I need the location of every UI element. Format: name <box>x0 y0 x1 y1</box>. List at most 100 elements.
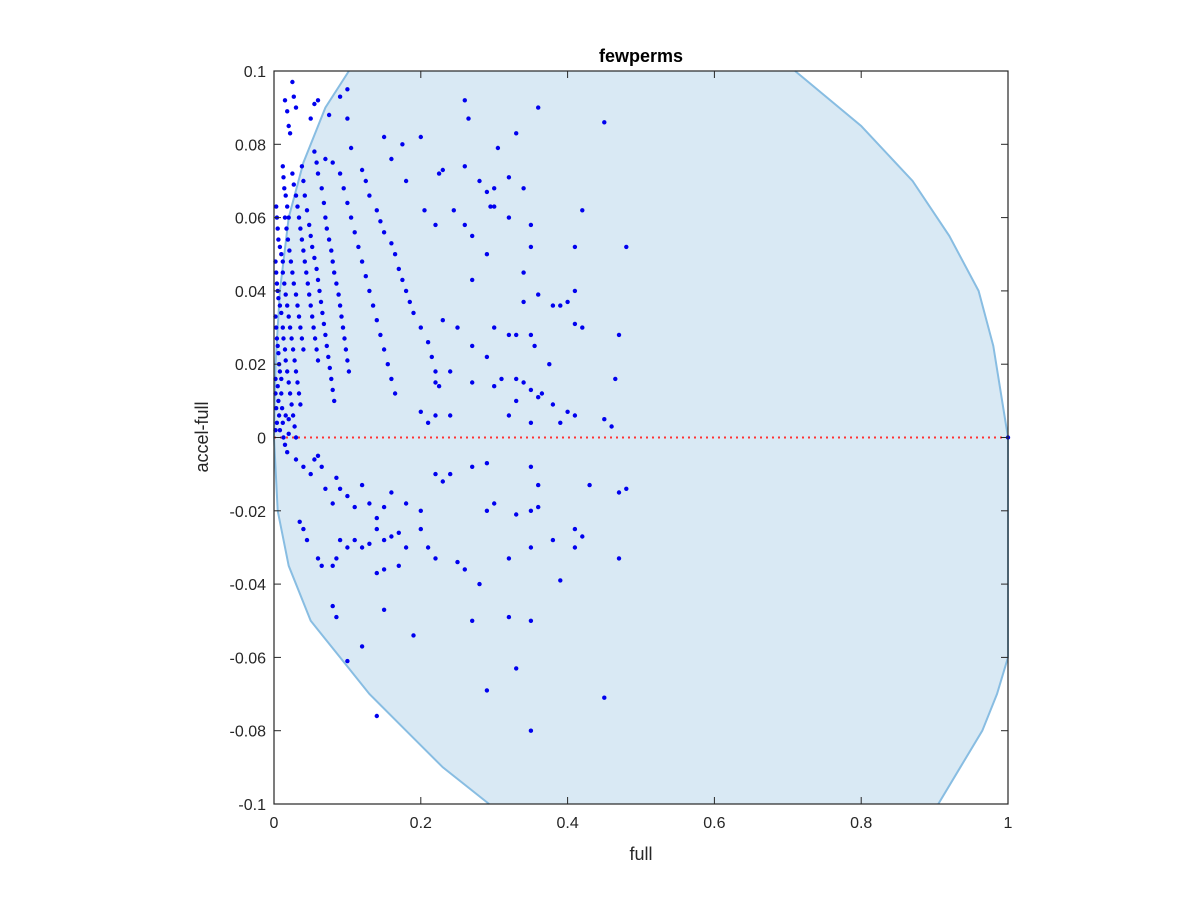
data-point <box>381 230 387 235</box>
data-point <box>285 369 290 374</box>
data-point <box>572 288 578 294</box>
data-point <box>514 376 519 382</box>
data-point <box>572 545 578 550</box>
data-point <box>312 255 317 261</box>
data-point <box>528 545 534 550</box>
x-axis-label: full <box>629 844 652 864</box>
data-point <box>290 270 295 275</box>
data-point <box>484 508 490 513</box>
data-point <box>336 292 341 297</box>
data-point <box>310 244 315 250</box>
data-point <box>418 325 423 330</box>
data-point <box>276 413 282 418</box>
data-point <box>514 666 519 671</box>
data-point <box>289 336 294 341</box>
data-point <box>389 241 394 246</box>
data-point <box>334 556 339 561</box>
data-point <box>293 193 299 198</box>
data-point <box>514 398 519 404</box>
data-point <box>320 310 325 316</box>
data-point <box>359 259 365 264</box>
data-point <box>411 310 416 316</box>
data-point <box>492 325 497 330</box>
data-point <box>429 354 434 360</box>
data-point <box>340 325 346 330</box>
data-point <box>367 501 372 506</box>
data-point <box>299 164 305 169</box>
data-point <box>470 233 475 239</box>
y-tick-label: -0.06 <box>230 650 267 667</box>
data-point <box>301 464 306 469</box>
data-point <box>274 336 280 341</box>
data-point <box>381 504 387 510</box>
data-point <box>411 633 416 638</box>
x-tick-label: 1 <box>1004 815 1013 832</box>
data-point <box>282 98 288 103</box>
data-point <box>281 435 286 440</box>
data-point <box>536 395 541 400</box>
data-point <box>286 123 291 129</box>
data-point <box>363 274 368 279</box>
data-point <box>348 215 354 220</box>
data-point <box>440 318 445 323</box>
data-point <box>345 87 350 92</box>
data-point <box>296 391 302 396</box>
data-point <box>326 237 332 242</box>
data-point <box>352 230 357 235</box>
data-point <box>315 358 321 363</box>
data-point <box>302 193 307 198</box>
data-point <box>286 431 291 436</box>
data-point <box>330 501 335 506</box>
data-point <box>389 376 394 382</box>
data-point <box>345 116 350 121</box>
data-point <box>286 380 291 385</box>
data-point <box>276 296 281 301</box>
data-point <box>558 578 563 583</box>
data-point <box>312 149 317 154</box>
data-point <box>312 336 318 341</box>
data-point <box>290 171 295 176</box>
data-point <box>334 614 339 620</box>
data-point <box>374 713 379 719</box>
data-point <box>403 178 409 184</box>
data-point <box>301 347 306 352</box>
data-point <box>330 387 335 393</box>
data-point <box>279 406 285 411</box>
data-point <box>326 354 331 360</box>
data-point <box>352 504 357 510</box>
data-point <box>528 244 534 250</box>
data-point <box>341 186 346 191</box>
data-point <box>315 98 321 103</box>
data-point <box>279 310 284 316</box>
data-point <box>565 409 570 414</box>
data-point <box>550 303 556 308</box>
data-point <box>332 270 337 275</box>
data-point <box>521 270 526 275</box>
data-point <box>572 244 578 250</box>
data-point <box>332 398 337 404</box>
data-point <box>609 424 614 429</box>
region-right-edge <box>794 70 1009 805</box>
data-point <box>580 534 585 539</box>
data-point <box>298 226 303 231</box>
chart-title: fewperms <box>599 46 683 66</box>
data-point <box>295 303 300 308</box>
data-point <box>276 398 281 404</box>
data-point <box>345 545 350 550</box>
data-point <box>433 222 438 228</box>
data-point <box>616 556 622 561</box>
data-point <box>359 644 365 649</box>
data-point <box>572 413 578 418</box>
data-point <box>381 607 387 612</box>
data-point <box>370 303 376 308</box>
data-point <box>389 490 394 495</box>
data-point <box>311 325 316 330</box>
data-point <box>327 365 332 371</box>
data-point <box>363 178 368 184</box>
data-point <box>440 479 445 484</box>
data-point <box>297 519 302 524</box>
data-point <box>378 219 383 224</box>
data-point <box>301 526 306 532</box>
